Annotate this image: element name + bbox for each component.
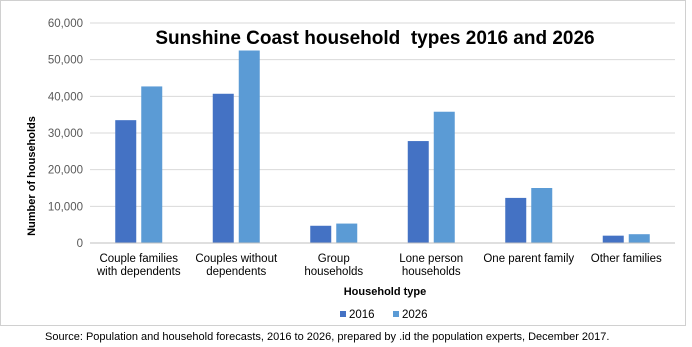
y-axis-ticks: 0 10,000 20,000 30,000 40,000 50,000 60,000 [48, 18, 83, 250]
household-types-chart: Sunshine Coast household types 2016 and … [26, 18, 675, 321]
bar-2026-2 [336, 223, 358, 243]
legend-label: 2026 [402, 309, 428, 321]
chart-frame [0, 0, 686, 326]
y-tick-label: 40,000 [48, 91, 83, 103]
chart-title: Sunshine Coast household types 2016 and … [155, 28, 594, 49]
legend-label: 2016 [349, 309, 375, 321]
y-tick-label: 0 [77, 238, 83, 250]
bar-2026-0 [141, 86, 163, 243]
bar-2026-4 [531, 188, 553, 243]
bar-2016-5 [602, 235, 624, 243]
x-tick-label: One parent family [483, 253, 574, 265]
bar-2016-0 [115, 120, 137, 243]
x-tick-label: Couples without [195, 253, 278, 265]
bars [115, 50, 650, 244]
y-tick-label: 30,000 [48, 128, 83, 140]
y-tick-label: 20,000 [48, 165, 83, 177]
x-tick-label: with dependents [96, 266, 181, 278]
x-tick-label: Group [318, 253, 350, 265]
x-tick-label: households [402, 266, 461, 278]
legend-swatch-2016 [340, 311, 346, 317]
x-axis-label: Household type [344, 286, 427, 298]
x-tick-label: households [304, 266, 363, 278]
y-tick-label: 60,000 [48, 18, 83, 30]
x-tick-label: Lone person [399, 253, 463, 265]
legend-swatch-2026 [393, 311, 399, 317]
bar-2016-2 [310, 225, 332, 243]
x-tick-label: Couple families [99, 253, 178, 265]
bar-2026-1 [238, 50, 260, 243]
gridlines [90, 22, 675, 207]
x-tick-label: Other families [591, 253, 662, 265]
bar-2016-1 [212, 93, 234, 244]
source-note: Source: Population and household forecas… [45, 331, 610, 343]
y-tick-label: 50,000 [48, 55, 83, 67]
y-axis-label: Number of households [26, 116, 38, 236]
bar-2016-3 [407, 141, 429, 243]
bar-2016-4 [505, 197, 527, 243]
y-tick-label: 10,000 [48, 201, 83, 213]
bar-2026-3 [433, 111, 455, 243]
legend: 2016 2026 [340, 309, 428, 321]
bar-2026-5 [628, 234, 650, 243]
x-tick-label: dependents [206, 266, 266, 278]
